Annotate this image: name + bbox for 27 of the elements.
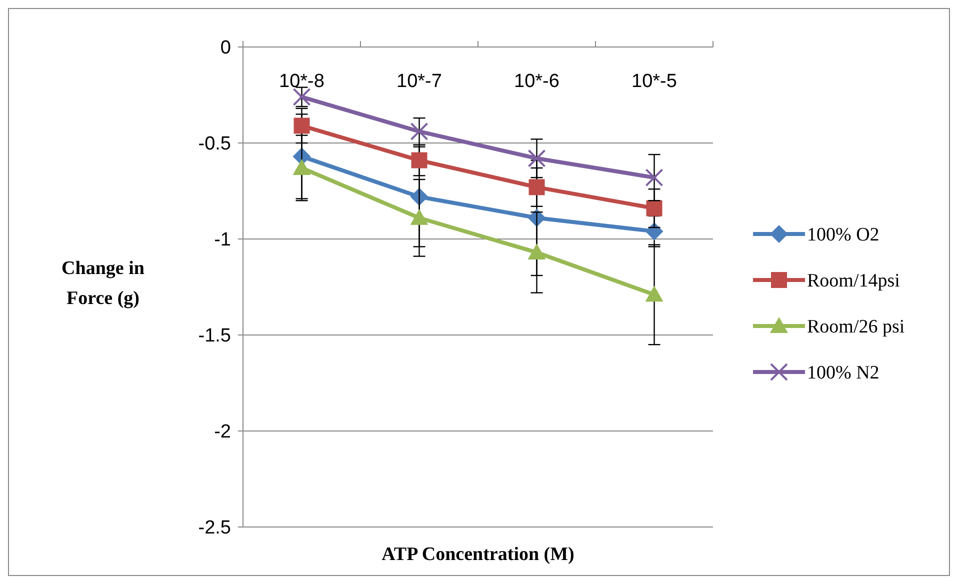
- point: [410, 122, 428, 140]
- x-tick-label: 10*-8: [279, 71, 324, 92]
- x-tick-label: 10*-6: [514, 71, 560, 92]
- legend-label: Room/14psi: [807, 270, 900, 292]
- legend-label: Room/26 psi: [807, 316, 905, 338]
- point: [528, 179, 545, 196]
- point: [528, 243, 546, 260]
- legend-label: 100% N2: [807, 362, 880, 384]
- point: [528, 149, 546, 168]
- point: [645, 168, 664, 187]
- y-tick-label: -0.5: [198, 134, 231, 155]
- point: [294, 118, 310, 134]
- point: [645, 286, 664, 302]
- point: [410, 208, 428, 225]
- y-tick-label: -2.5: [198, 518, 231, 539]
- y-tick-label: -1: [214, 230, 231, 251]
- x-axis-title: ATP Concentration (M): [382, 544, 574, 565]
- legend-label: 100% O2: [807, 224, 880, 246]
- y-tick-label: -2: [214, 422, 231, 443]
- point: [411, 152, 428, 168]
- y-axis-title: Change in Force (g): [62, 258, 145, 309]
- point: [646, 200, 662, 216]
- x-tick-label: 10*-5: [632, 71, 677, 92]
- y-tick-label: -1.5: [198, 326, 231, 347]
- y-tick-label: 0: [220, 38, 231, 59]
- x-tick-label: 10*-7: [396, 71, 442, 92]
- point: [292, 158, 311, 175]
